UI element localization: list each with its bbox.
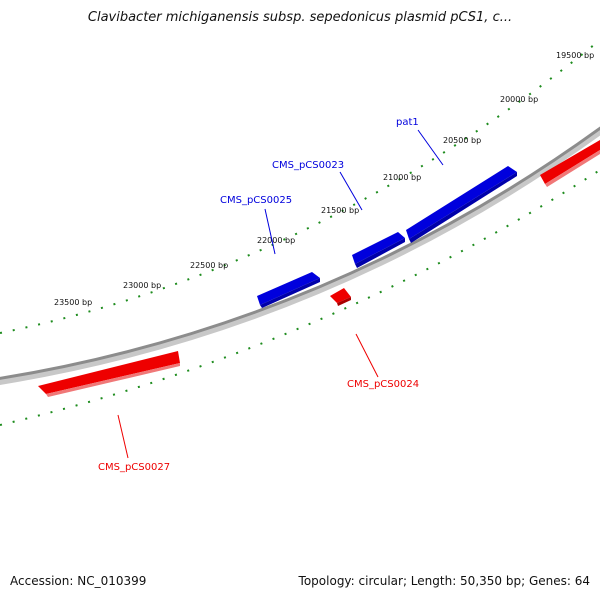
gene-label-CMS_pCS0025: CMS_pCS0025 xyxy=(220,195,292,206)
accession-label: Accession: NC_010399 xyxy=(10,574,147,588)
leader-line xyxy=(264,208,276,255)
gene-partial-right[interactable] xyxy=(540,140,600,187)
gene-label-CMS_pCS0027: CMS_pCS0027 xyxy=(98,462,170,473)
ruler-label: 23000 bp xyxy=(123,281,161,290)
ruler-label: 22000 bp xyxy=(257,236,295,245)
ruler-label: 21000 bp xyxy=(383,173,421,182)
gene-CMS_pCS0024[interactable] xyxy=(330,288,351,306)
map-title: Clavibacter michiganensis subsp. sepedon… xyxy=(87,10,513,25)
outer-tick-ring xyxy=(0,39,600,334)
leader-line xyxy=(355,333,379,378)
gene-pat1[interactable] xyxy=(406,166,517,243)
ruler-label: 20000 bp xyxy=(500,95,538,104)
gene-CMS_pCS0025[interactable] xyxy=(257,272,320,308)
ruler-label: 19500 bp xyxy=(556,51,594,60)
topology-summary: Topology: circular; Length: 50,350 bp; G… xyxy=(298,574,590,588)
ruler-label: 23500 bp xyxy=(54,298,92,307)
ruler-label: 20500 bp xyxy=(443,136,481,145)
leader-line xyxy=(339,171,363,211)
inner-tick-ring xyxy=(0,169,600,426)
leader-line xyxy=(117,414,129,459)
ruler-label: 22500 bp xyxy=(190,261,228,270)
backbone xyxy=(0,126,600,380)
gene-CMS_pCS0027[interactable] xyxy=(38,351,180,397)
leader-line xyxy=(417,129,444,166)
ruler-label: 21500 bp xyxy=(321,206,359,215)
backbone-shadow xyxy=(0,126,600,385)
gene-label-CMS_pCS0024: CMS_pCS0024 xyxy=(347,379,419,390)
gene-label-CMS_pCS0023: CMS_pCS0023 xyxy=(272,160,344,171)
gene-CMS_pCS0023[interactable] xyxy=(352,232,405,268)
gene-label-pat1: pat1 xyxy=(396,117,419,128)
